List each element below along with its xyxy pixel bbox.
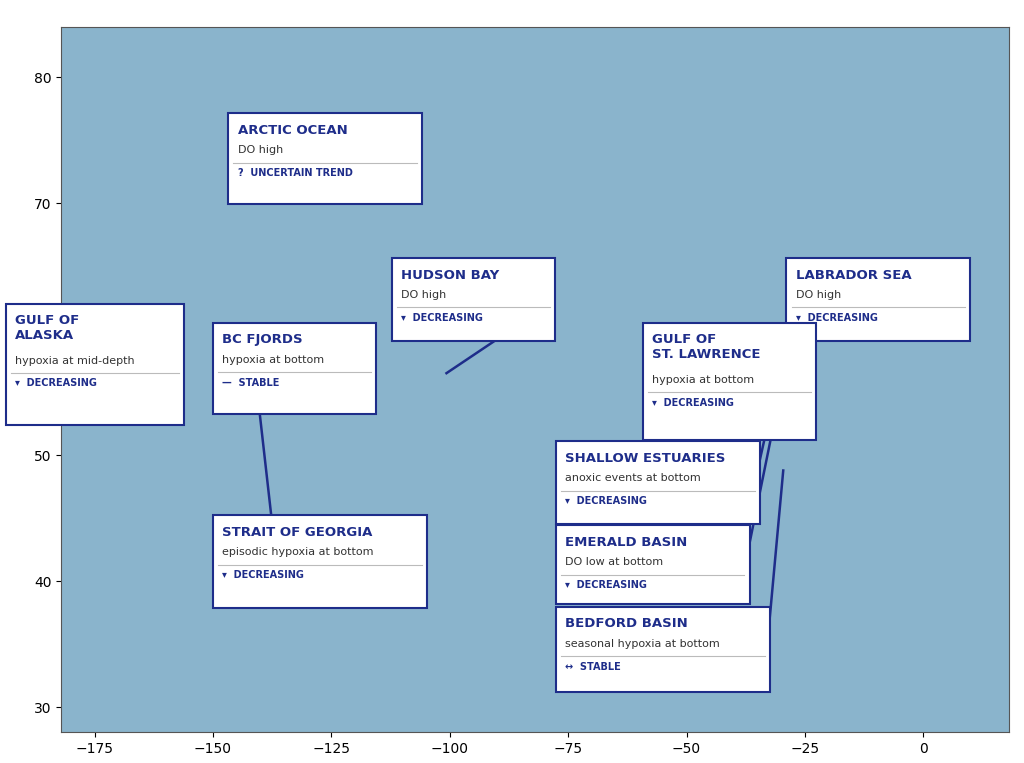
Text: HUDSON BAY: HUDSON BAY <box>401 269 500 282</box>
Text: BC FJORDS: BC FJORDS <box>222 333 303 346</box>
Text: ARCTIC OCEAN: ARCTIC OCEAN <box>238 124 347 137</box>
Text: —  STABLE: — STABLE <box>222 378 280 388</box>
Text: ↔  STABLE: ↔ STABLE <box>565 662 621 671</box>
Text: DO high: DO high <box>796 290 841 300</box>
Text: hypoxia at bottom: hypoxia at bottom <box>652 375 755 385</box>
Text: hypoxia at bottom: hypoxia at bottom <box>222 355 325 365</box>
Text: BEDFORD BASIN: BEDFORD BASIN <box>565 617 688 630</box>
Text: SHALLOW ESTUARIES: SHALLOW ESTUARIES <box>565 452 726 465</box>
Text: ▾  DECREASING: ▾ DECREASING <box>796 313 878 323</box>
Text: DO high: DO high <box>401 290 446 300</box>
Text: LABRADOR SEA: LABRADOR SEA <box>796 269 911 282</box>
Text: STRAIT OF GEORGIA: STRAIT OF GEORGIA <box>222 526 373 539</box>
Text: episodic hypoxia at bottom: episodic hypoxia at bottom <box>222 547 374 557</box>
Text: anoxic events at bottom: anoxic events at bottom <box>565 473 701 483</box>
Text: ▾  DECREASING: ▾ DECREASING <box>565 580 647 590</box>
Text: ?  UNCERTAIN TREND: ? UNCERTAIN TREND <box>238 168 352 178</box>
Text: ▾  DECREASING: ▾ DECREASING <box>222 570 304 580</box>
Text: ▾  DECREASING: ▾ DECREASING <box>15 378 97 388</box>
Text: ▾  DECREASING: ▾ DECREASING <box>652 398 734 407</box>
Text: DO high: DO high <box>238 145 283 155</box>
Text: GULF OF
ALASKA: GULF OF ALASKA <box>15 314 80 342</box>
Text: ▾  DECREASING: ▾ DECREASING <box>401 313 483 323</box>
Text: ▾  DECREASING: ▾ DECREASING <box>565 496 647 506</box>
Text: EMERALD BASIN: EMERALD BASIN <box>565 536 687 549</box>
Text: hypoxia at mid-depth: hypoxia at mid-depth <box>15 356 135 365</box>
Text: GULF OF
ST. LAWRENCE: GULF OF ST. LAWRENCE <box>652 333 761 361</box>
Text: seasonal hypoxia at bottom: seasonal hypoxia at bottom <box>565 639 720 649</box>
Text: DO low at bottom: DO low at bottom <box>565 557 664 567</box>
